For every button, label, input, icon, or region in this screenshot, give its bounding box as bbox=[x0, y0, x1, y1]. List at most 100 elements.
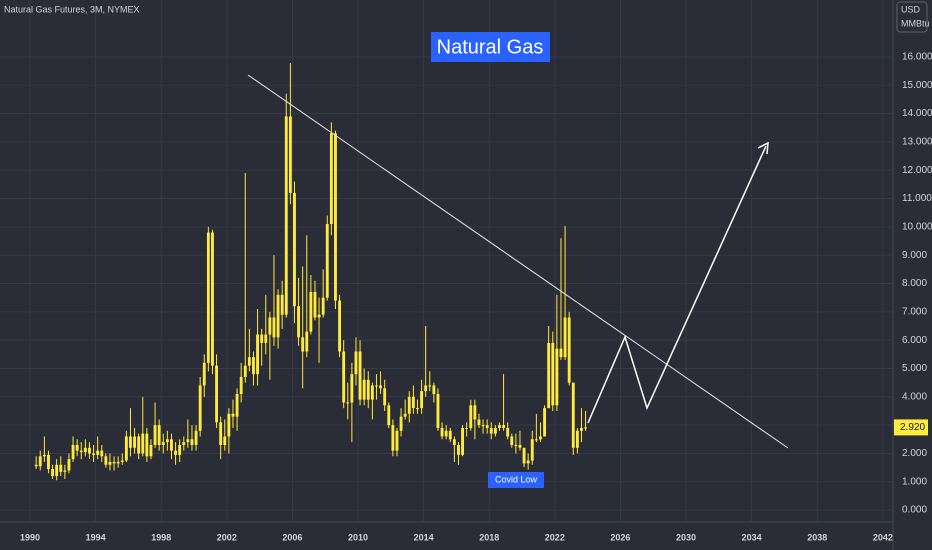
candle-body bbox=[485, 425, 489, 428]
candle-body bbox=[124, 436, 128, 461]
candle-body bbox=[555, 348, 559, 406]
candle-body bbox=[489, 427, 493, 434]
annotation: Covid Low bbox=[495, 474, 538, 484]
candle-body bbox=[309, 292, 313, 332]
candle-body bbox=[47, 454, 50, 470]
candle-body bbox=[288, 116, 292, 193]
chart-header: Natural Gas Futures, 3M, NYMEX bbox=[4, 4, 140, 14]
candle-body bbox=[161, 442, 165, 445]
candle-body bbox=[71, 444, 75, 460]
candle-body bbox=[100, 450, 104, 457]
candle-body bbox=[202, 362, 206, 386]
y-tick-label: 15.000 bbox=[902, 80, 932, 91]
y-tick-label: 9.000 bbox=[902, 250, 927, 261]
candle-body bbox=[580, 427, 583, 431]
candle-body bbox=[247, 357, 251, 366]
x-tick-label: 2030 bbox=[676, 532, 696, 542]
candle-body bbox=[112, 461, 116, 464]
candles bbox=[34, 63, 588, 481]
candle-body bbox=[165, 439, 169, 443]
candle-body bbox=[206, 232, 210, 363]
candle-body bbox=[272, 317, 276, 338]
y-tick-label: 1.000 bbox=[902, 476, 927, 487]
candle-body bbox=[34, 464, 38, 467]
x-tick-label: 1994 bbox=[86, 532, 106, 542]
y-tick-label: 5.000 bbox=[902, 363, 927, 374]
y-tick-label: 11.000 bbox=[902, 193, 932, 204]
y-tick-label: 16.000 bbox=[902, 52, 932, 63]
candle-body bbox=[448, 430, 452, 440]
candle-body bbox=[149, 444, 153, 457]
last-price-label: 2.920 bbox=[900, 422, 925, 433]
y-tick-label: 13.000 bbox=[902, 137, 932, 148]
candle-body bbox=[506, 427, 510, 437]
candle-body bbox=[170, 439, 173, 451]
candle-body bbox=[38, 456, 42, 467]
candle-body bbox=[198, 385, 202, 431]
x-tick-label: 1990 bbox=[20, 532, 40, 542]
arrow-head bbox=[757, 141, 769, 155]
candle-body bbox=[227, 413, 231, 437]
candle-body bbox=[268, 317, 272, 335]
candle-body bbox=[256, 334, 260, 375]
candle-body bbox=[383, 388, 387, 406]
candle-body bbox=[358, 351, 362, 400]
candle-body bbox=[235, 393, 239, 417]
x-tick-label: 2038 bbox=[807, 532, 827, 542]
candle-body bbox=[387, 405, 391, 426]
candle-body bbox=[428, 385, 432, 387]
candle-body bbox=[145, 433, 149, 457]
candle-body bbox=[157, 425, 161, 445]
candle-body bbox=[518, 444, 522, 448]
y-tick-label: 8.000 bbox=[902, 278, 927, 289]
candle-body bbox=[313, 292, 317, 318]
candle-body bbox=[510, 436, 514, 445]
candle-body bbox=[395, 430, 399, 451]
unit: MMBtu bbox=[901, 18, 930, 28]
x-tick-label: 2006 bbox=[282, 532, 302, 542]
candle-body bbox=[63, 470, 67, 472]
candle-body bbox=[575, 430, 579, 448]
y-tick-label: 2.000 bbox=[902, 448, 927, 459]
chart-title: Natural Gas bbox=[437, 36, 544, 58]
candle-body bbox=[551, 342, 555, 406]
candle-body bbox=[424, 385, 428, 392]
candle-body bbox=[469, 405, 473, 428]
candle-body bbox=[67, 459, 71, 471]
y-tick-label: 7.000 bbox=[902, 306, 927, 317]
y-tick-label: 4.000 bbox=[902, 391, 927, 402]
candle-body bbox=[59, 464, 63, 472]
x-tick-label: 2002 bbox=[217, 532, 237, 542]
grid bbox=[0, 0, 893, 522]
currency: USD bbox=[901, 4, 921, 14]
candle-body bbox=[362, 379, 366, 400]
candle-body bbox=[264, 334, 268, 343]
candle-body bbox=[571, 382, 575, 448]
candle-body bbox=[190, 439, 194, 445]
candle-body bbox=[514, 444, 518, 446]
candle-body bbox=[338, 300, 342, 352]
trend-line bbox=[247, 74, 789, 449]
title-box bbox=[431, 32, 550, 62]
candle-body bbox=[440, 427, 444, 437]
x-tick-label: 2018 bbox=[479, 532, 499, 542]
candle-body bbox=[481, 425, 485, 427]
last-price-box bbox=[894, 419, 928, 436]
candle-body bbox=[416, 408, 419, 410]
candle-body bbox=[522, 447, 526, 464]
candle-body bbox=[252, 357, 255, 375]
candle-body bbox=[120, 460, 124, 462]
candle-body bbox=[55, 464, 59, 477]
x-tick-label: 2022 bbox=[545, 532, 565, 542]
candle-body bbox=[436, 393, 440, 428]
y-tick-label: 0.000 bbox=[902, 505, 927, 516]
y-tick-label: 6.000 bbox=[902, 335, 927, 346]
candle-body bbox=[293, 192, 296, 307]
y-tick-label: 10.000 bbox=[902, 222, 932, 233]
candle-body bbox=[305, 331, 309, 352]
candle-body bbox=[153, 425, 157, 445]
candle-body bbox=[477, 419, 481, 426]
x-tick-label: 2042 bbox=[873, 532, 893, 542]
candle-body bbox=[215, 365, 219, 423]
